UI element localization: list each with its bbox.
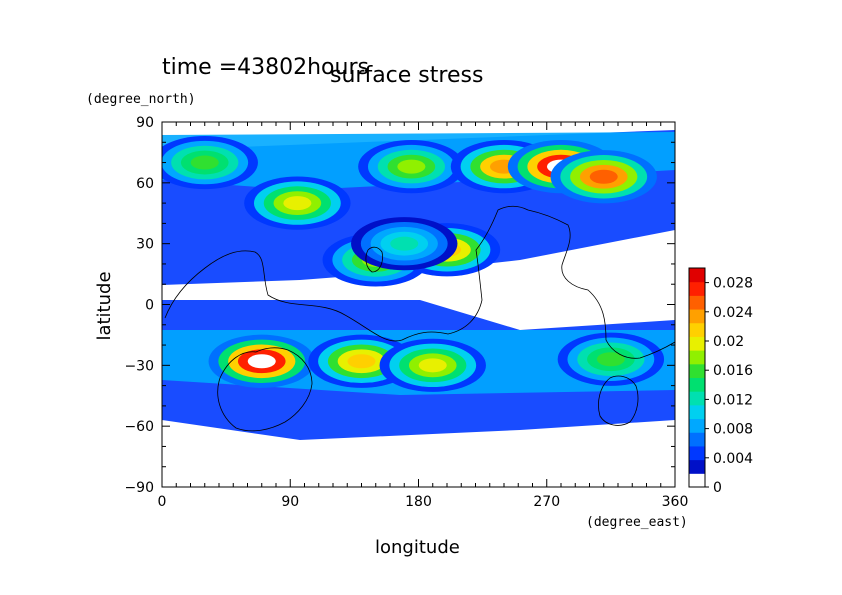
colorbar-segment-9 bbox=[689, 350, 705, 365]
stress-contour-0-4 bbox=[190, 155, 219, 170]
colorbar-label-7: 0 bbox=[713, 480, 722, 496]
stress-contour-1-4 bbox=[283, 196, 312, 211]
colorbar-segment-4 bbox=[689, 418, 705, 433]
colorbar-label-2: 0.02 bbox=[713, 334, 744, 350]
stress-contour-9-4 bbox=[247, 354, 276, 369]
colorbar-label-0: 0.028 bbox=[713, 276, 753, 292]
y-tick-label-5: −60 bbox=[124, 419, 154, 435]
stress-field bbox=[162, 122, 675, 487]
x-axis-label: longitude bbox=[375, 537, 460, 558]
colorbar-segment-7 bbox=[689, 377, 705, 392]
stress-contour-10-4 bbox=[347, 354, 376, 369]
colorbar-label-5: 0.008 bbox=[713, 422, 753, 438]
colorbar-segment-2 bbox=[689, 445, 705, 461]
x-tick-label-2: 180 bbox=[405, 494, 432, 510]
colorbar-label-6: 0.004 bbox=[713, 451, 753, 467]
colorbar-segment-3 bbox=[689, 432, 705, 447]
x-tick-label-0: 0 bbox=[158, 494, 167, 510]
colorbar-segment-10 bbox=[689, 336, 705, 351]
y-unit-label: (degree_north) bbox=[86, 92, 196, 107]
colorbar-segment-14 bbox=[689, 281, 705, 296]
stress-contour-5-4 bbox=[589, 169, 618, 184]
time-label: time =43802hours bbox=[162, 55, 369, 80]
stress-contour-2-4 bbox=[397, 159, 426, 174]
colorbar-label-3: 0.016 bbox=[713, 363, 753, 379]
x-tick-label-1: 90 bbox=[281, 494, 299, 510]
y-tick-label-4: −30 bbox=[124, 358, 154, 374]
x-tick-label-4: 360 bbox=[662, 494, 689, 510]
y-tick-label-3: 0 bbox=[145, 298, 154, 314]
colorbar-label-1: 0.024 bbox=[713, 305, 753, 321]
y-tick-label-0: 90 bbox=[136, 115, 154, 131]
colorbar-segment-1 bbox=[689, 459, 705, 474]
stress-contour-12-4 bbox=[596, 352, 625, 367]
colorbar-segment-13 bbox=[689, 295, 705, 310]
colorbar-segment-6 bbox=[689, 391, 705, 406]
x-tick-label-3: 270 bbox=[533, 494, 560, 510]
colorbar-frame bbox=[688, 267, 706, 488]
coastlines bbox=[164, 205, 675, 432]
chart-title: surface stress bbox=[330, 63, 483, 88]
colorbar-label-4: 0.012 bbox=[713, 392, 753, 408]
y-tick-label-1: 60 bbox=[136, 176, 154, 192]
stress-contour-8-4 bbox=[390, 236, 419, 251]
colorbar-segment-15 bbox=[689, 268, 705, 283]
colorbar: 0.028 0.024 0.02 0.016 0.012 0.008 0.004 0 bbox=[688, 267, 753, 496]
colorbar-segment-8 bbox=[689, 363, 705, 378]
stress-contour-11-4 bbox=[418, 358, 447, 373]
axes: 0 90 180 270 360 90 60 30 0 −30 −60 −90 bbox=[124, 115, 688, 510]
colorbar-segment-11 bbox=[689, 322, 705, 337]
colorbar-segment-0 bbox=[689, 473, 705, 488]
y-axis-label: latitude bbox=[94, 271, 115, 340]
x-unit-label: (degree_east) bbox=[586, 515, 688, 530]
colorbar-segment-12 bbox=[689, 309, 705, 324]
y-tick-label-6: −90 bbox=[124, 480, 154, 496]
colorbar-segment-5 bbox=[689, 404, 705, 420]
y-tick-label-2: 30 bbox=[136, 237, 154, 253]
